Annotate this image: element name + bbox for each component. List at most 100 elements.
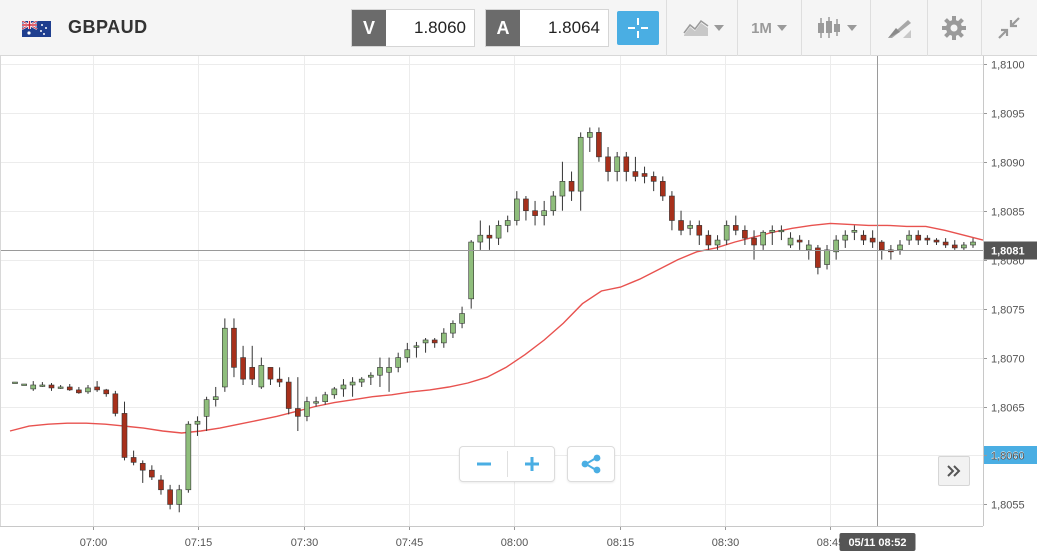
candle-body [532,210,538,216]
bearish-candle [94,381,100,392]
bearish-candle [623,151,630,182]
bullish-candle [514,191,520,226]
bullish-candle [395,352,402,373]
bullish-candle [386,357,392,392]
candle-body [760,231,766,246]
candle-body [48,384,55,389]
bullish-candle [313,396,319,407]
bullish-candle [970,238,976,248]
bullish-candle [450,320,456,338]
bullish-candle [851,225,858,241]
bullish-candle [12,381,18,384]
share-button[interactable] [567,446,615,482]
candle-body [395,357,402,368]
candle-body [577,136,584,192]
drawing-tools-button[interactable] [874,9,924,47]
bullish-candle [322,391,329,405]
candle-body [751,237,757,246]
double-chevron-right-icon [947,465,961,477]
bearish-candle [705,230,712,250]
bearish-candle [869,230,876,248]
toolbar-divider [870,0,871,56]
crosshair-price-tag [983,241,1037,260]
zoom-in-button[interactable] [508,447,555,481]
bullish-candle [961,242,967,250]
candle-body [240,357,246,380]
crosshair-icon [628,18,648,38]
candle-body [970,241,976,246]
candle-body [322,394,329,402]
bullish-candle [541,200,547,226]
candle-body [422,339,429,344]
time-tick-label: 07:30 [291,537,319,549]
bullish-candle [21,383,27,386]
gear-icon [942,16,966,40]
bearish-candle [933,238,940,245]
bullish-candle [331,386,338,399]
candle-style-button[interactable] [805,9,867,47]
zoom-divider [507,451,508,477]
candle-body [815,247,821,268]
bullish-candle [586,127,593,152]
timeframe-dropdown[interactable]: 1M [740,9,798,47]
bearish-candle [240,345,246,385]
chart-overlay: 1,8081 05/11 08:52 1,8060 [0,56,1037,551]
bearish-candle [942,238,949,248]
bullish-candle [358,377,365,387]
candle-body [851,229,858,233]
candle-body [669,195,675,221]
price-tick-label: 1,8065 [991,403,1025,415]
bullish-candle [468,240,474,309]
candle-body [514,198,520,221]
sell-price-box[interactable]: V 1.8060 [351,9,475,47]
candle-body [477,234,484,243]
toolbar: GBPAUD V 1.8060 A 1.8064 1M [0,0,1037,56]
zoom-controls [459,446,555,482]
candle-body [450,323,456,334]
candle-body [358,378,365,383]
bullish-candle [459,306,465,329]
scroll-to-latest-button[interactable] [938,456,970,486]
crosshair-price-label: 1,8081 [991,246,1025,258]
candle-body [559,181,566,197]
bullish-candle [85,385,91,394]
symbol-name: GBPAUD [68,17,148,37]
candle-body [12,381,18,384]
chart-type-button[interactable] [672,9,734,47]
bearish-candle [815,244,821,275]
toolbar-divider [981,0,982,56]
candle-body [495,225,502,239]
toolbar-divider [801,0,802,56]
candle-body [21,383,27,386]
time-tick-label: 08:30 [712,537,740,549]
bearish-candle [276,367,283,387]
bearish-candle [650,171,657,192]
candle-body [139,463,146,471]
last-price-label: 1,8060 [991,450,1025,462]
candle-body [404,349,411,358]
buy-price-box[interactable]: A 1.8064 [485,9,609,47]
crosshair-time-tag [839,533,916,551]
settings-button[interactable] [931,9,977,47]
moving-average-layer [9,222,984,434]
candle-body [76,389,82,394]
bullish-candle [842,230,849,248]
candle-body [833,239,839,253]
candle-body [650,176,657,182]
candle-body [897,244,903,251]
bearish-candle [888,244,894,260]
share-icon [581,454,601,474]
zoom-out-button[interactable] [460,447,507,481]
candle-body [869,237,876,243]
collapse-button[interactable] [985,9,1033,47]
price-tick-label: 1,8085 [991,207,1025,219]
bullish-candle [203,396,210,432]
candle-body [94,386,100,391]
candle-body [212,396,219,400]
bullish-candle [39,382,46,387]
candle-body [486,234,493,239]
price-axis: 1,8100 1,8095 1,8090 1,8085 1,8080 1,8075 1,80… [0,56,1025,549]
crosshair-button[interactable] [617,11,659,45]
bullish-candle [495,220,502,245]
